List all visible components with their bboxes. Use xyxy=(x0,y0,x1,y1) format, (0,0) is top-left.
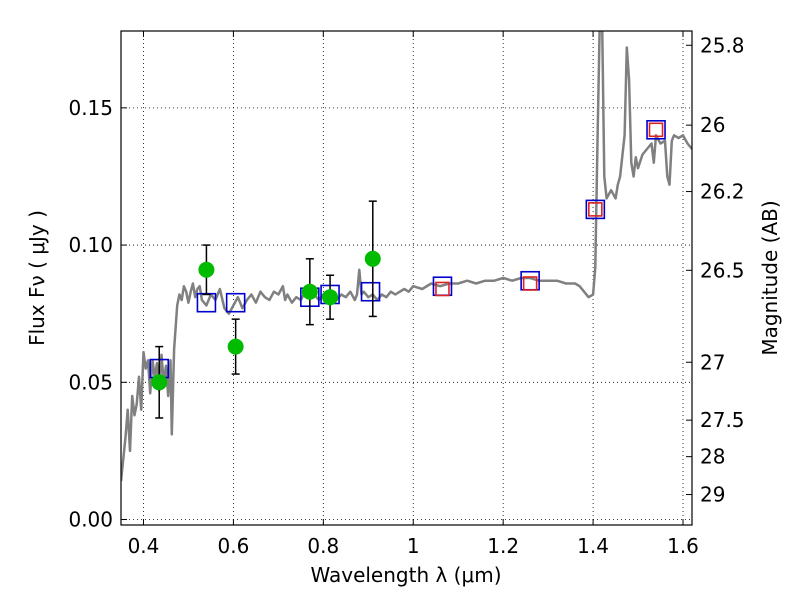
x-tick-label: 1.2 xyxy=(487,534,519,558)
y-right-tick-label: 27.5 xyxy=(700,408,745,432)
model-photometry-marker xyxy=(225,292,246,313)
y-right-tick-label: 26 xyxy=(700,113,725,137)
y-right-tick-label: 26.5 xyxy=(700,258,745,282)
model-photometry-marker xyxy=(360,281,381,302)
y-axis-title: Flux Fν ( μJy ) xyxy=(25,210,49,346)
x-tick-label: 1.6 xyxy=(667,534,699,558)
y-right-tick-label: 26.2 xyxy=(700,180,745,204)
model-photometry-marker xyxy=(585,199,606,220)
x-tick-label: 1.4 xyxy=(577,534,609,558)
observed-photometry-point xyxy=(151,374,168,391)
spectrum-line xyxy=(121,31,692,482)
y-tick-label: 0.15 xyxy=(68,96,113,120)
observed-photometry-point xyxy=(227,338,244,355)
x-tick-label: 1 xyxy=(407,534,420,558)
model-photometry-marker xyxy=(435,281,450,297)
ticks: 0.4 0.6 0.8 1 1.2 1.4 1.6 0.00 0.05 0.10 0.15 25.8 2… xyxy=(68,31,745,558)
plot-area xyxy=(121,31,692,482)
y-right-tick-label: 27 xyxy=(700,350,725,374)
observed-photometry-point xyxy=(364,250,381,267)
y-tick-label: 0.10 xyxy=(68,233,113,257)
y-right-tick-label: 28 xyxy=(700,445,725,469)
y-tick-label: 0.00 xyxy=(68,508,113,532)
plot-frame xyxy=(120,30,693,526)
model-photometry-marker xyxy=(646,120,666,140)
model-photometry-marker xyxy=(522,276,538,291)
x-tick-label: 0.6 xyxy=(217,534,249,558)
y-right-tick-label: 25.8 xyxy=(700,33,745,57)
observed-photometry-point xyxy=(322,289,339,306)
y-right-axis-title: Magnitude (AB) xyxy=(758,200,782,355)
model-photometry-marker xyxy=(648,122,664,138)
y-right-tick-label: 29 xyxy=(700,483,725,507)
observed-photometry-point xyxy=(301,283,318,300)
y-tick-label: 0.05 xyxy=(68,370,113,394)
x-tick-label: 0.8 xyxy=(307,534,339,558)
observed-photometry-point xyxy=(198,261,215,278)
x-tick-label: 0.4 xyxy=(128,534,160,558)
model-photometry-marker xyxy=(588,202,603,217)
x-axis-title: Wavelength λ (μm) xyxy=(310,563,501,587)
